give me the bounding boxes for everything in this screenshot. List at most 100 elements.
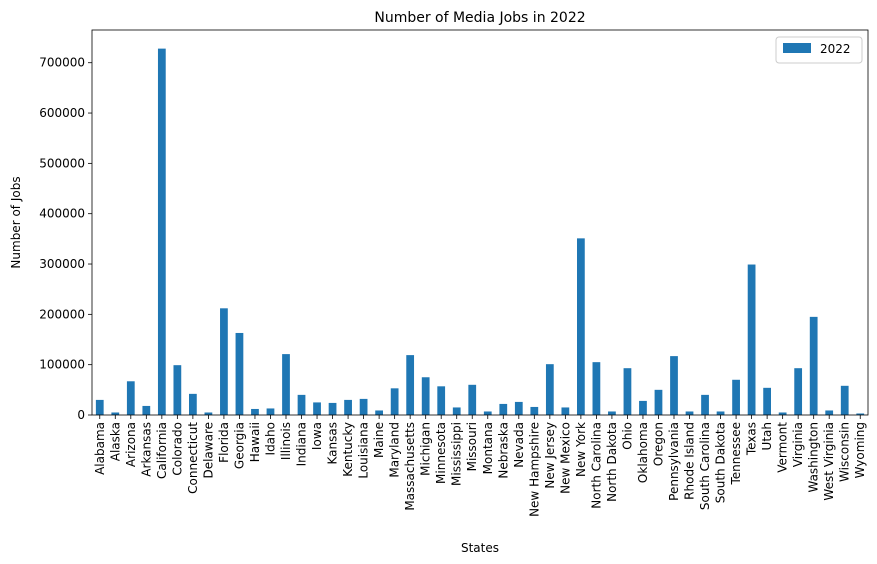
x-tick-label: Washington	[807, 422, 821, 493]
bar-california	[157, 48, 166, 416]
x-tick-label: New Mexico	[558, 422, 572, 494]
x-tick-label: Missouri	[465, 422, 479, 471]
x-tick-label: Florida	[217, 422, 231, 463]
bar-maine	[375, 410, 383, 415]
x-tick-label: Oklahoma	[636, 422, 650, 483]
bar-missouri	[468, 384, 477, 415]
bar-louisiana	[359, 398, 368, 415]
bar-oregon	[654, 389, 663, 415]
y-tick-label: 300000	[39, 257, 85, 271]
x-tick-label: Virginia	[791, 422, 805, 467]
x-tick-label: Wyoming	[853, 422, 867, 478]
x-tick-label: Michigan	[419, 422, 433, 476]
x-tick-label: North Carolina	[589, 422, 603, 509]
legend: 2022	[775, 36, 863, 64]
bar-colorado	[173, 365, 182, 415]
x-tick-label: Vermont	[776, 422, 790, 473]
bar-idaho	[266, 408, 275, 415]
bar-maryland	[390, 388, 399, 415]
x-tick-label: Alaska	[108, 422, 122, 461]
bar-massachusetts	[406, 355, 415, 415]
x-tick-label: Arkansas	[139, 422, 153, 477]
x-tick-label: California	[155, 422, 169, 479]
x-axis-label: States	[461, 541, 499, 555]
x-tick-label: Texas	[745, 422, 759, 456]
x-tick-label: South Dakota	[714, 422, 728, 503]
bar-kansas	[328, 402, 337, 415]
y-axis-label-group: Number of Jobs	[9, 176, 23, 268]
bar-minnesota	[437, 386, 446, 415]
x-tick-label: South Carolina	[698, 422, 712, 510]
bar-north-carolina	[592, 362, 601, 415]
bar-oklahoma	[639, 400, 647, 415]
x-tick-label: Indiana	[295, 422, 309, 466]
bars-group	[95, 48, 865, 416]
x-tick-label: Rhode Island	[683, 422, 697, 500]
x-tick-label: Connecticut	[186, 422, 200, 494]
bar-south-dakota	[716, 411, 725, 415]
bar-south-carolina	[701, 394, 709, 415]
bar-washington	[809, 316, 818, 415]
x-tick-label: Minnesota	[434, 422, 448, 484]
x-tick-label: Montana	[481, 422, 495, 474]
bar-iowa	[313, 402, 321, 415]
bar-wyoming	[856, 413, 865, 415]
bar-vermont	[778, 412, 787, 415]
y-tick-label: 500000	[39, 156, 85, 170]
bar-illinois	[282, 354, 290, 415]
y-tick-label: 600000	[39, 106, 85, 120]
x-tick-label: Massachusetts	[403, 422, 417, 511]
bar-alabama	[95, 399, 104, 415]
x-tick-label: Wisconsin	[838, 422, 852, 482]
x-tick-label: North Dakota	[605, 422, 619, 502]
bar-florida	[220, 308, 228, 415]
bar-wisconsin	[840, 385, 849, 415]
bar-mississippi	[452, 407, 461, 415]
bar-new-york	[577, 238, 585, 415]
x-tick-label: Idaho	[263, 422, 277, 455]
bar-georgia	[235, 332, 244, 415]
bar-arkansas	[142, 405, 151, 415]
x-tick-label: Maine	[372, 422, 386, 458]
bar-utah	[763, 387, 771, 415]
x-tick-label: Alabama	[93, 422, 107, 475]
y-tick-label: 0	[77, 408, 85, 422]
x-tick-label: Georgia	[232, 422, 246, 469]
bar-pennsylvania	[670, 356, 678, 415]
bar-arizona	[126, 381, 135, 415]
legend-label: 2022	[820, 42, 851, 56]
x-tick-label: Utah	[760, 422, 774, 450]
bar-delaware	[204, 412, 213, 415]
y-tick-label: 100000	[39, 358, 85, 372]
x-tick-label: New Hampshire	[527, 422, 541, 517]
bar-alaska	[111, 412, 120, 415]
bar-new-hampshire	[530, 406, 539, 415]
y-tick-label: 400000	[39, 207, 85, 221]
y-tick-label: 700000	[39, 56, 85, 70]
bar-new-mexico	[561, 407, 570, 415]
bar-tennessee	[732, 379, 740, 415]
x-tick-label: Ohio	[620, 422, 634, 450]
x-tick-label: Illinois	[279, 422, 293, 460]
x-tick-label: Nebraska	[496, 422, 510, 479]
x-tick-label: Oregon	[651, 422, 665, 466]
x-tick-label: Kentucky	[341, 422, 355, 477]
bar-connecticut	[189, 393, 197, 415]
x-tick-label: Pennsylvania	[667, 422, 681, 501]
chart-title: Number of Media Jobs in 2022	[374, 10, 585, 26]
bar-new-jersey	[545, 364, 554, 415]
x-tick-label: Kansas	[326, 422, 340, 464]
x-tick-label: New York	[574, 422, 588, 477]
bar-kentucky	[344, 399, 352, 415]
bar-virginia	[794, 368, 803, 415]
x-tick-label: Tennessee	[729, 422, 743, 486]
x-tick-label: Delaware	[201, 422, 215, 479]
y-axis-label: Number of Jobs	[9, 176, 23, 268]
y-ticks-group: 0 100000 200000 300000 400000 500000 600000 700…	[39, 56, 92, 422]
x-tick-label: West Virginia	[822, 422, 836, 501]
x-tick-label: Mississippi	[450, 422, 464, 486]
x-tick-label: Arizona	[124, 422, 138, 467]
x-tick-label: Colorado	[170, 422, 184, 476]
bar-west-virginia	[825, 410, 834, 415]
